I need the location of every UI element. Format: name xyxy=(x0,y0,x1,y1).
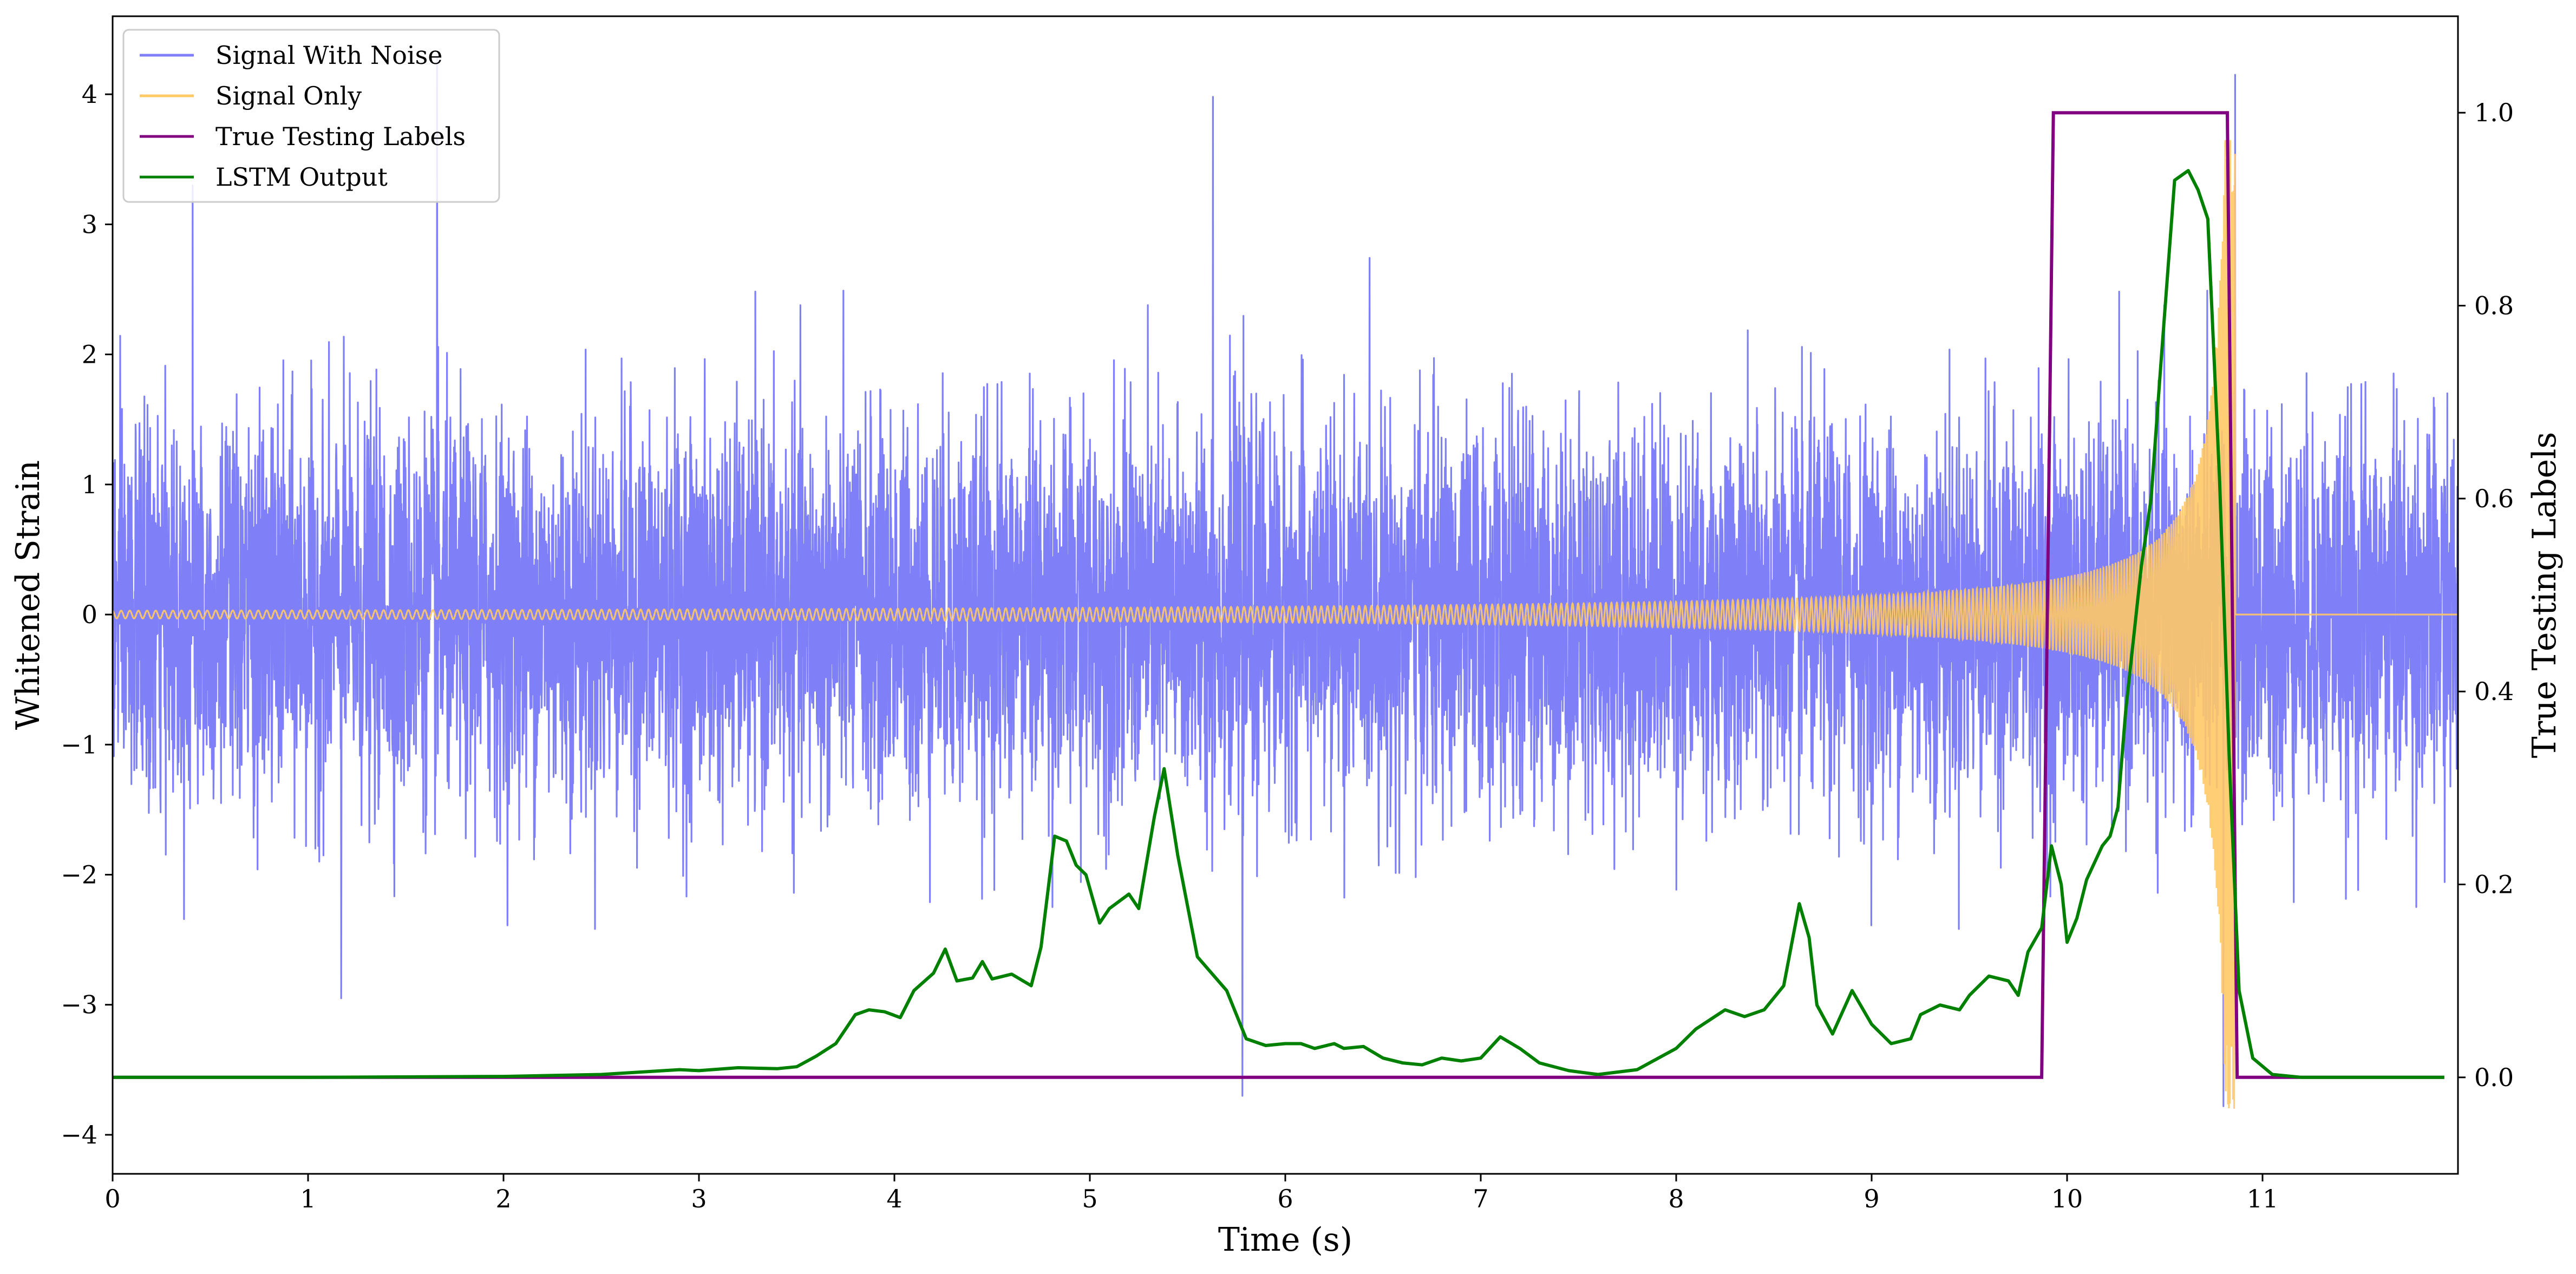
y-right-tick-label: 0.8 xyxy=(2474,291,2514,321)
y-left-tick-label: 2 xyxy=(82,340,97,369)
y-left-tick-label: 4 xyxy=(82,80,97,109)
legend-label-signal-only: Signal Only xyxy=(215,81,362,110)
y-left-tick-label: −3 xyxy=(61,990,97,1020)
y-axis-left: −4 −3 −2 −1 0 1 2 3 4 xyxy=(61,80,113,1149)
lstm-output-series xyxy=(113,169,2444,1079)
x-tick-label: 6 xyxy=(1277,1184,1293,1213)
y-right-tick-label: 0.0 xyxy=(2474,1063,2514,1092)
x-tick-label: 2 xyxy=(495,1184,511,1213)
y-left-tick-label: −1 xyxy=(61,730,97,759)
legend: Signal With Noise Signal Only True Testi… xyxy=(122,29,500,203)
y-right-tick-label: 0.2 xyxy=(2474,870,2514,899)
lstm-output-line xyxy=(113,169,2444,1079)
x-tick-label: 1 xyxy=(300,1184,316,1213)
y-left-tick-label: 3 xyxy=(82,210,97,239)
y-left-tick-label: −2 xyxy=(61,860,97,889)
y-axis-right: 0.0 0.2 0.4 0.6 0.8 1.0 xyxy=(2458,98,2514,1092)
true-testing-labels-line xyxy=(113,111,2444,1079)
y-left-tick-label: −4 xyxy=(61,1120,97,1149)
y-axis-left-title: Whitened Strain xyxy=(9,460,47,730)
x-tick-label: 5 xyxy=(1082,1184,1097,1213)
y-axis-right-title: True Testing Labels xyxy=(2526,432,2564,759)
signal-only-series xyxy=(113,134,2458,1109)
legend-label-lstm-output: LSTM Output xyxy=(215,162,388,192)
y-left-tick-label: 1 xyxy=(82,470,97,499)
x-tick-label: 3 xyxy=(691,1184,707,1213)
x-tick-label: 4 xyxy=(886,1184,902,1213)
true-testing-labels-series xyxy=(113,111,2444,1079)
signal-only-line xyxy=(113,134,2458,1109)
x-axis-title: Time (s) xyxy=(1218,1221,1352,1259)
legend-label-true-testing-labels: True Testing Labels xyxy=(215,122,466,151)
legend-label-signal-with-noise: Signal With Noise xyxy=(215,41,442,70)
x-tick-label: 8 xyxy=(1668,1184,1684,1213)
y-right-tick-label: 1.0 xyxy=(2474,98,2514,127)
x-tick-label: 11 xyxy=(2247,1184,2279,1213)
y-right-tick-label: 0.6 xyxy=(2474,484,2514,513)
legend-box xyxy=(122,29,500,203)
x-tick-label: 0 xyxy=(104,1184,120,1213)
x-tick-label: 10 xyxy=(2051,1184,2083,1213)
x-tick-label: 9 xyxy=(1864,1184,1879,1213)
x-axis: 0 1 2 3 4 5 6 7 8 9 10 11 xyxy=(104,1174,2278,1213)
x-tick-label: 7 xyxy=(1473,1184,1488,1213)
y-left-tick-label: 0 xyxy=(82,600,97,629)
y-right-tick-label: 0.4 xyxy=(2474,677,2514,706)
